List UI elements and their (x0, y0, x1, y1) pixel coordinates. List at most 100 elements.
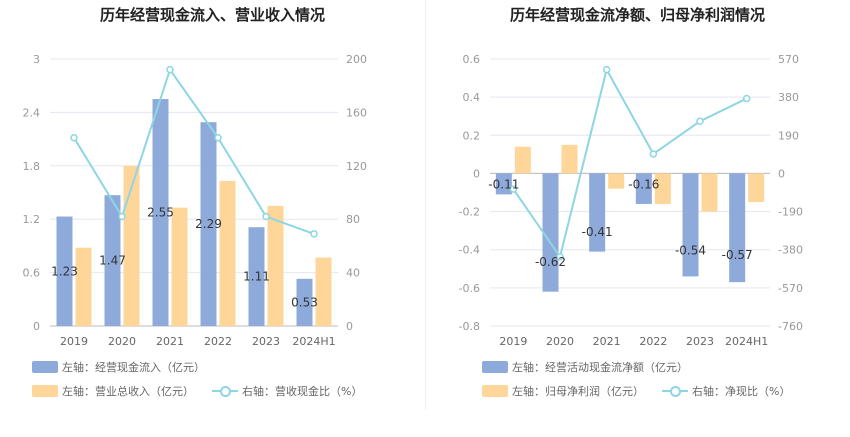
legend-swatch-bar-blue (32, 361, 58, 373)
line-point (310, 230, 318, 238)
legend-label[interactable]: 右轴：净现比（%） (692, 385, 791, 398)
x-tick-label: 2024H1 (725, 335, 768, 345)
bar (75, 247, 92, 326)
legend-swatch-bar-orange (482, 385, 508, 397)
y-right-tick-label: 380 (778, 91, 799, 104)
y-left-tick-label: 0.6 (23, 267, 41, 280)
x-tick-label: 2020 (108, 335, 136, 345)
y-left-tick-label: 3 (33, 53, 40, 66)
legend-swatch-bar-orange (32, 385, 58, 397)
y-left-tick-label: 1.2 (23, 213, 41, 226)
y-right-tick-label: 120 (346, 160, 367, 173)
bar (561, 144, 578, 174)
legend-row-2: 左轴：营业总收入（亿元） 右轴：营收现金比（%） (32, 383, 380, 399)
series-line (73, 67, 315, 235)
x-tick-label: 2023 (686, 335, 714, 345)
y-right-tick-label: -570 (778, 282, 803, 295)
legend-label[interactable]: 左轴：归母净利润（亿元） (512, 385, 644, 398)
bar (589, 173, 606, 252)
y-left-tick-label: -0.2 (459, 206, 480, 219)
bar (248, 227, 265, 326)
bar (608, 173, 625, 189)
bar (123, 165, 140, 326)
line-point (262, 212, 270, 221)
legend-row-1: 左轴：经营现金流入（亿元） (32, 359, 223, 375)
line-point (696, 117, 704, 125)
line-point (509, 185, 518, 193)
chart-plot: 0 0 0.6 40 1.2 80 1.8 120 2.4 160 3 200 2019 2020 2021… (23, 53, 368, 345)
chart-title: 历年经营现金流入、营业收入情况 (99, 6, 325, 24)
y-right-tick-label: 570 (778, 53, 799, 66)
bar (267, 205, 284, 326)
bar (635, 173, 652, 204)
line-point (70, 134, 78, 142)
y-right-tick-label: 0 (778, 167, 785, 180)
bar (152, 99, 169, 326)
bar (104, 195, 121, 326)
legend-label[interactable]: 左轴：经营现金流入（亿元） (62, 361, 205, 374)
bar-data-label: 0.53 (291, 295, 318, 309)
line-point (602, 65, 611, 74)
bar-data-label: 1.11 (243, 270, 270, 284)
y-right-tick-label: 0 (346, 320, 353, 333)
x-tick-label: 2023 (252, 335, 280, 345)
line-point (649, 150, 658, 158)
y-left-tick-label: 2.4 (23, 106, 41, 119)
bar (682, 173, 699, 277)
legend-label[interactable]: 左轴：经营活动现金流净额（亿元） (512, 361, 688, 374)
x-tick-label: 2021 (593, 335, 621, 345)
bar-data-label: -0.11 (488, 177, 519, 191)
bar-data-label: 1.23 (51, 264, 78, 278)
legend-row-2: 左轴：归母净利润（亿元） 右轴：净现比（%） (482, 383, 808, 399)
panel-divider (425, 0, 426, 410)
bar (748, 173, 765, 203)
bar (56, 216, 73, 326)
line-point (118, 212, 126, 221)
bar-data-label: -0.54 (675, 244, 706, 258)
bar-data-label: -0.62 (535, 255, 566, 269)
chart-panel-cash-inflow: 历年经营现金流入、营业收入情况 0 0 0.6 40 1.2 80 1.8 120 2.4 160… (23, 6, 380, 399)
bar-data-label: -0.16 (628, 177, 659, 191)
series-line (512, 66, 748, 260)
chart-plot: -0.8 -760 -0.6 -570 -0.4 -380 -0.2 -190 0 0 0.2 190… (459, 53, 803, 345)
y-left-tick-label: -0.8 (459, 320, 480, 333)
bar (315, 257, 332, 326)
x-tick-label: 2019 (60, 335, 88, 345)
line-point (742, 94, 751, 103)
y-right-tick-label: -380 (778, 244, 803, 257)
bar (701, 173, 718, 212)
bar-data-label: 1.47 (99, 254, 126, 268)
legend-swatch-line-icon (212, 385, 238, 397)
bar (542, 173, 559, 292)
y-right-tick-label: 80 (346, 213, 360, 226)
x-tick-label: 2019 (499, 335, 527, 345)
y-left-tick-label: 0 (473, 167, 480, 180)
bar (654, 173, 671, 204)
bar (171, 207, 188, 326)
y-right-tick-label: 200 (346, 53, 367, 66)
bar (219, 180, 236, 326)
x-tick-label: 2020 (546, 335, 574, 345)
bar (514, 146, 531, 174)
x-tick-label: 2021 (156, 335, 184, 345)
legend-label[interactable]: 左轴：营业总收入（亿元） (62, 385, 194, 398)
x-tick-label: 2022 (639, 335, 667, 345)
legend-row-1: 左轴：经营活动现金流净额（亿元） (482, 359, 706, 375)
y-left-tick-label: 0.6 (463, 53, 481, 66)
y-left-tick-label: 0.4 (463, 91, 481, 104)
bar (200, 122, 217, 326)
y-right-tick-label: -760 (778, 320, 803, 333)
line-point (556, 252, 564, 261)
legend-label[interactable]: 右轴：营收现金比（%） (242, 385, 363, 398)
y-right-tick-label: -190 (778, 206, 803, 219)
y-left-tick-label: 0.2 (463, 129, 481, 142)
line-point (166, 65, 174, 74)
bar-data-label: 2.55 (147, 206, 174, 220)
bar (296, 278, 313, 326)
y-left-tick-label: 0 (33, 320, 40, 333)
legend-swatch-line-icon (662, 385, 688, 397)
y-left-tick-label: 1.8 (23, 160, 41, 173)
x-tick-label: 2022 (204, 335, 232, 345)
bar-data-label: 2.29 (195, 217, 222, 231)
y-right-tick-label: 190 (778, 129, 799, 142)
